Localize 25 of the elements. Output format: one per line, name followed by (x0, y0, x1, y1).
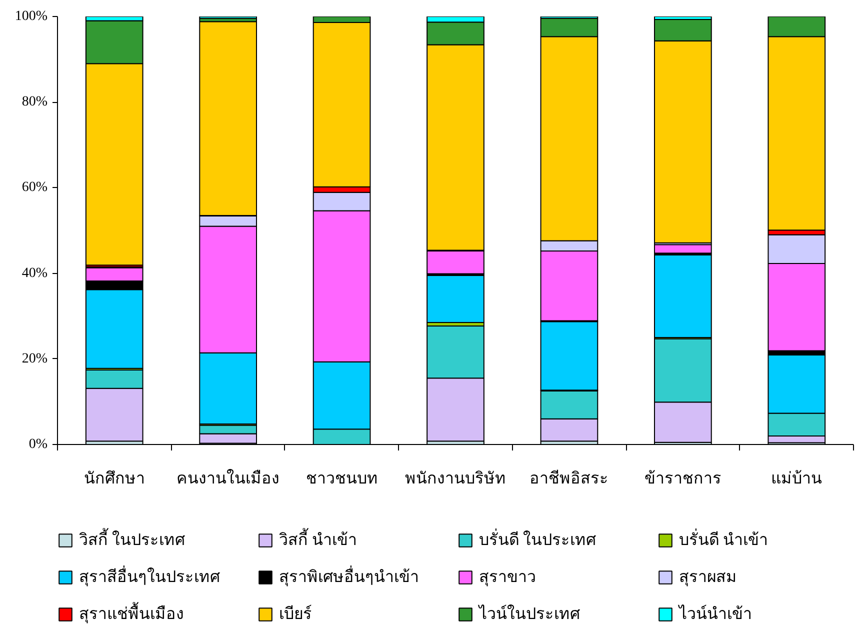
x-tick-label: พนักงานบริษัท (405, 470, 506, 488)
legend-label: ไวน์นำเข้า (679, 604, 753, 625)
legend-label: บรั่นดี ในประเทศ (479, 528, 597, 551)
legend-label: สุราสีอื่นๆในประเทศ (79, 564, 221, 588)
x-tick-label: แม่บ้าน (771, 470, 822, 488)
y-tick-label: 80% (22, 94, 48, 110)
legend-label: ไวน์ในประเทศ (479, 604, 581, 625)
y-tick-label: 20% (22, 351, 48, 366)
y-tick-label: 0% (28, 437, 48, 452)
x-tick-label: อาชีพอิสระ (530, 470, 609, 488)
legend-label: เบียร์ (279, 604, 313, 625)
x-tick-label: ชาวชนบท (306, 470, 378, 488)
y-tick-label: 60% (22, 180, 48, 196)
x-tick-label: ข้าราชการ (644, 470, 722, 488)
legend-label: สุราพิเศษอื่นๆนำเข้า (279, 564, 420, 588)
y-tick-label: 40% (22, 266, 48, 281)
legend-label: สุราแช่พื้นเมือง (79, 601, 185, 626)
x-tick-label: คนงานในเมือง (176, 468, 280, 488)
y-tick-label: 100% (14, 9, 48, 24)
legend-label: วิสกี้ นำเข้า (279, 527, 358, 551)
legend-label: บรั่นดี นำเข้า (679, 528, 769, 551)
legend-label: สุราขาว (479, 568, 537, 588)
legend-label: วิสกี้ ในประเทศ (79, 527, 186, 551)
legend-label: สุราผสม (679, 568, 738, 588)
x-tick-label: นักศึกษา (84, 470, 145, 488)
